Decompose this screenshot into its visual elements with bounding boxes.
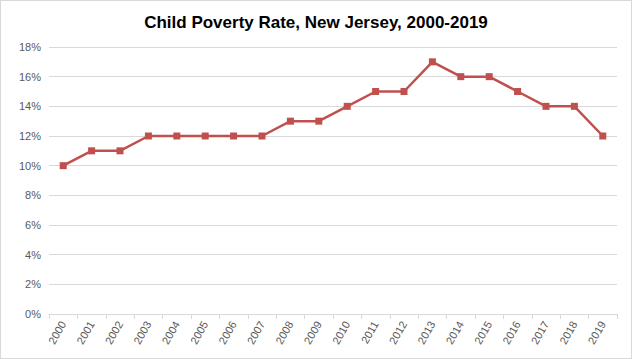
- svg-text:2018: 2018: [557, 319, 580, 346]
- svg-text:2019: 2019: [585, 319, 608, 346]
- svg-text:2016: 2016: [500, 319, 523, 346]
- svg-text:18%: 18%: [19, 41, 41, 53]
- svg-text:2011: 2011: [359, 319, 381, 345]
- svg-text:8%: 8%: [25, 189, 41, 201]
- svg-text:2017: 2017: [529, 319, 552, 346]
- svg-text:14%: 14%: [19, 100, 41, 112]
- svg-text:2004: 2004: [159, 319, 182, 346]
- svg-text:10%: 10%: [19, 160, 41, 172]
- svg-text:6%: 6%: [25, 219, 41, 231]
- svg-text:2010: 2010: [330, 319, 353, 346]
- svg-text:2005: 2005: [188, 319, 211, 346]
- svg-text:2009: 2009: [301, 319, 324, 346]
- svg-text:2014: 2014: [443, 319, 466, 346]
- svg-text:2000: 2000: [46, 319, 69, 346]
- svg-text:2008: 2008: [273, 319, 296, 346]
- svg-text:Child Poverty Rate, New Jersey: Child Poverty Rate, New Jersey, 2000-201…: [144, 13, 488, 32]
- svg-text:2001: 2001: [74, 319, 97, 346]
- svg-text:12%: 12%: [19, 130, 41, 142]
- svg-text:16%: 16%: [19, 71, 41, 83]
- svg-text:2013: 2013: [415, 319, 438, 346]
- svg-text:2%: 2%: [25, 278, 41, 290]
- svg-text:2015: 2015: [472, 319, 495, 346]
- svg-text:4%: 4%: [25, 249, 41, 261]
- svg-text:2002: 2002: [103, 319, 126, 346]
- svg-text:0%: 0%: [25, 308, 41, 320]
- svg-text:2006: 2006: [216, 319, 239, 346]
- svg-text:2003: 2003: [131, 319, 154, 346]
- svg-text:2012: 2012: [387, 319, 410, 346]
- svg-text:2007: 2007: [245, 319, 268, 346]
